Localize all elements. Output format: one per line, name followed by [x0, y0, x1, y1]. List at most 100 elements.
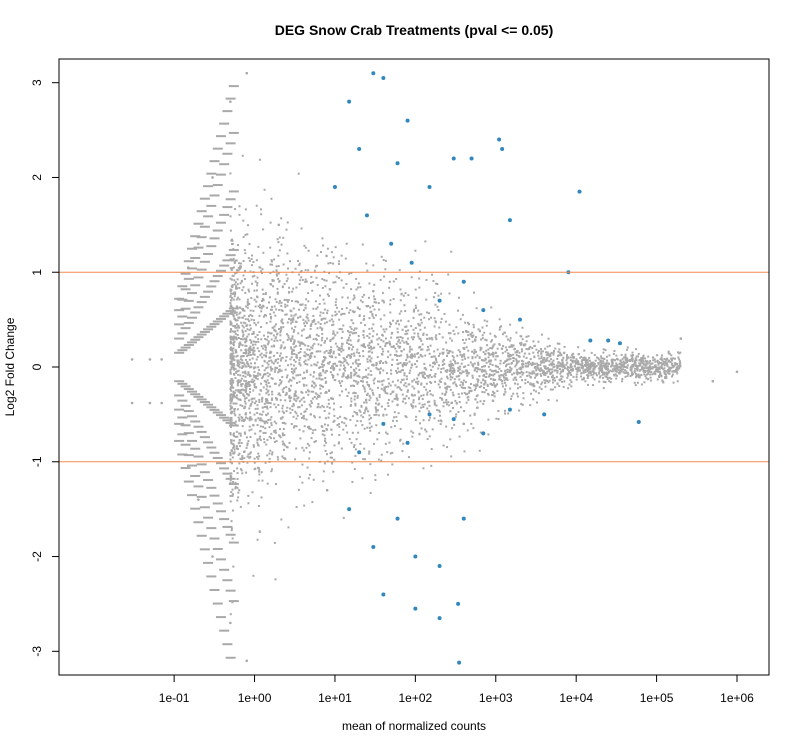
point — [501, 352, 504, 355]
point — [174, 309, 185, 312]
point — [586, 363, 589, 366]
point — [461, 338, 464, 341]
point — [369, 360, 372, 363]
point — [667, 350, 670, 353]
point — [451, 351, 454, 354]
point — [174, 337, 185, 340]
point — [558, 351, 561, 354]
point — [643, 373, 646, 376]
point — [596, 356, 599, 359]
point — [230, 377, 233, 380]
data-point — [160, 358, 163, 361]
point — [480, 381, 483, 384]
point — [643, 370, 646, 373]
point — [332, 362, 335, 365]
point — [231, 494, 234, 497]
point — [373, 298, 376, 301]
point — [347, 336, 350, 339]
point — [291, 405, 294, 408]
point — [293, 377, 296, 380]
point — [187, 341, 198, 344]
point — [243, 407, 246, 410]
point — [329, 339, 332, 342]
point — [228, 85, 239, 88]
point — [274, 431, 277, 434]
point — [332, 376, 335, 379]
point — [469, 361, 472, 364]
point — [326, 312, 329, 315]
point — [344, 257, 347, 260]
point — [530, 364, 533, 367]
point — [307, 390, 310, 393]
point — [243, 249, 246, 252]
point — [404, 292, 407, 295]
point — [274, 578, 277, 581]
point — [350, 319, 353, 322]
point — [512, 344, 515, 347]
point — [625, 370, 628, 373]
point — [340, 279, 343, 282]
point — [390, 426, 393, 429]
point — [263, 380, 266, 383]
point — [209, 280, 220, 283]
point — [409, 348, 412, 351]
point — [238, 345, 241, 348]
point — [287, 364, 290, 367]
point — [330, 456, 333, 459]
point — [304, 278, 307, 281]
point — [264, 461, 267, 464]
point — [625, 357, 628, 360]
point — [547, 398, 550, 401]
point — [190, 311, 201, 314]
point — [554, 386, 557, 389]
point — [668, 367, 671, 370]
point — [668, 372, 671, 375]
point — [265, 392, 268, 395]
point — [371, 335, 374, 338]
point — [678, 362, 681, 365]
point — [298, 400, 301, 403]
point — [212, 184, 223, 187]
point — [678, 352, 681, 355]
point — [257, 305, 260, 308]
point — [489, 377, 492, 380]
point — [349, 356, 352, 359]
point — [405, 375, 408, 378]
point — [588, 356, 591, 359]
point — [272, 362, 275, 365]
point — [463, 409, 466, 412]
point — [474, 356, 477, 359]
point — [558, 385, 561, 388]
point — [288, 394, 291, 397]
point — [304, 362, 307, 365]
point — [332, 375, 335, 378]
point — [270, 359, 273, 362]
point — [602, 362, 605, 365]
point — [232, 266, 235, 269]
point — [277, 458, 280, 461]
point — [308, 444, 311, 447]
point — [199, 197, 210, 200]
point — [206, 527, 217, 530]
point — [671, 370, 674, 373]
point — [270, 398, 273, 401]
point — [255, 358, 258, 361]
point — [229, 340, 232, 343]
point — [364, 409, 367, 412]
point — [410, 430, 413, 433]
point — [389, 311, 392, 314]
point — [230, 358, 233, 361]
point — [635, 364, 638, 367]
point — [231, 274, 234, 277]
point — [548, 379, 551, 382]
point — [321, 429, 324, 432]
point — [475, 383, 478, 386]
point — [244, 344, 247, 347]
point — [203, 328, 214, 331]
point — [312, 320, 315, 323]
point — [240, 280, 243, 283]
point — [478, 386, 481, 389]
point — [613, 359, 616, 362]
point — [626, 346, 629, 349]
point — [382, 369, 385, 372]
